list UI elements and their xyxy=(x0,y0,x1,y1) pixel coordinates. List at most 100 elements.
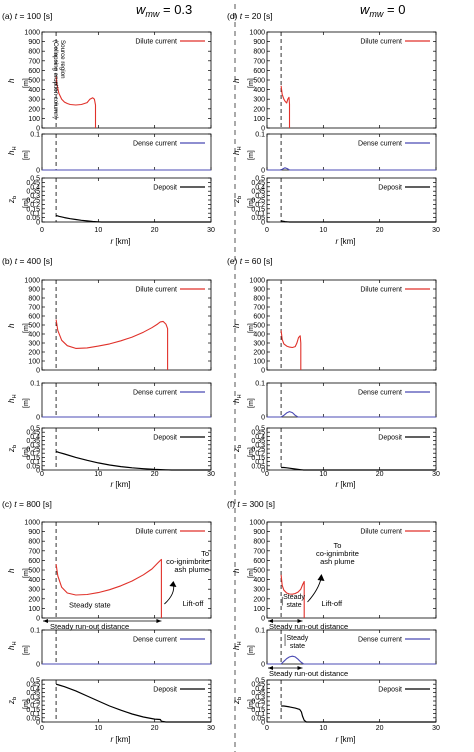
y-tick-label: 200 xyxy=(28,596,40,603)
y-tick-label: 700 xyxy=(253,548,265,555)
y-tick-label: 100 xyxy=(253,606,265,613)
runout-arrowhead-left xyxy=(268,619,273,623)
y-tick-label: 0.25 xyxy=(26,198,40,205)
y-tick-label: 0.3 xyxy=(30,193,40,200)
column-title-wmw-03: wmw = 0.3 xyxy=(136,2,192,19)
y-tick-label: 500 xyxy=(28,78,40,85)
y-tick-label: 600 xyxy=(253,68,265,75)
plot-frame xyxy=(266,31,437,129)
y-tick-label: 0.25 xyxy=(26,447,40,454)
y-tick-label: 0.5 xyxy=(255,426,265,433)
y-tick-label: 0.4 xyxy=(30,184,40,191)
y-tick-label: 0.45 xyxy=(26,430,40,437)
y-tick-label: 0.2 xyxy=(30,703,40,710)
y-tick-label: 0 xyxy=(36,662,40,669)
panel-e: (e) t = 60 [s]01002003004005006007008009… xyxy=(227,256,440,489)
plume-label: To co-ignimbrite ash plume xyxy=(316,541,359,566)
legend-label-hH: Dense current xyxy=(358,390,402,397)
liftoff-arrow xyxy=(164,583,175,605)
y-tick-label: 0 xyxy=(261,368,265,375)
plot-frame xyxy=(266,382,437,418)
liftoff-label: Lift-off xyxy=(183,599,205,608)
legend-label-zb: Deposit xyxy=(378,185,402,192)
x-axis-label: r [km] xyxy=(335,480,355,489)
runout-label-hH: Steady run-out distance xyxy=(269,669,348,678)
liftoff-label: Lift-off xyxy=(321,599,343,608)
y-axis-unit-h: [m] xyxy=(248,568,255,578)
y-tick-label: 1000 xyxy=(249,30,265,37)
y-tick-label: 0.25 xyxy=(251,198,265,205)
subplot-zb: 00.050.10.150.20.250.30.350.40.450.5 zb [m… xyxy=(7,678,212,727)
subplot-zb: 00.050.10.150.20.250.30.350.40.450.5 zb [m… xyxy=(232,426,437,475)
y-tick-label: 300 xyxy=(253,341,265,348)
y-tick-label: 400 xyxy=(28,87,40,94)
y-tick-label: 0 xyxy=(36,126,40,133)
plot-frame xyxy=(266,279,437,371)
y-tick-label: 500 xyxy=(253,568,265,575)
subplot-hH: 0 0.1 hH [m] Dense current xyxy=(7,132,212,175)
runout-arrowhead-right xyxy=(297,619,303,623)
subplot-h: 0 100 200 300 400 500 600 700 800 900 1000 h [m] Dilu… xyxy=(232,520,437,623)
y-tick-label: 0 xyxy=(261,616,265,623)
y-tick-label: 800 xyxy=(253,296,265,303)
series-line-zb xyxy=(280,220,436,223)
y-tick-label: 0.3 xyxy=(255,694,265,701)
y-tick-label: 0.1 xyxy=(30,211,40,218)
x-tick-label: 10 xyxy=(94,471,102,478)
y-tick-label: 300 xyxy=(253,97,265,104)
y-tick-label: 800 xyxy=(28,539,40,546)
x-tick-label: 20 xyxy=(376,227,384,234)
y-tick-label: 0.45 xyxy=(251,430,265,437)
y-axis-label-h: h xyxy=(232,323,241,328)
y-tick-label: 0.15 xyxy=(251,206,265,213)
y-axis-unit-zb: [m] xyxy=(248,198,255,208)
y-axis-unit-hH: [m] xyxy=(248,398,255,408)
panel-b: (b) t = 400 [s]0100200300400500600700800… xyxy=(2,256,215,489)
y-tick-label: 0.05 xyxy=(26,463,40,470)
y-axis-label-hH: hH xyxy=(7,641,18,650)
annotations-f: Steady state To co-ignimbrite ash plume Lift-… xyxy=(268,541,359,678)
y-tick-label: 200 xyxy=(253,596,265,603)
y-tick-label: 0 xyxy=(36,220,40,227)
y-axis-label-h: h xyxy=(7,78,16,83)
subplot-hH: 0 0.1 hH [m] Dense current xyxy=(7,628,212,669)
y-tick-label: 0.1 xyxy=(30,381,40,388)
y-tick-label: 0.05 xyxy=(251,215,265,222)
y-axis-label-hH: hH xyxy=(232,641,243,650)
column-header-right: wmw = 0 xyxy=(360,2,405,19)
x-tick-label: 20 xyxy=(151,471,159,478)
legend-label-hH: Dense current xyxy=(133,141,177,148)
x-tick-label: 10 xyxy=(319,227,327,234)
y-tick-label: 0.5 xyxy=(30,176,40,183)
y-axis-label-zb: zb xyxy=(232,697,243,705)
x-tick-label: 10 xyxy=(94,227,102,234)
plot-frame xyxy=(41,382,212,418)
y-tick-label: 1000 xyxy=(24,278,40,285)
x-tick-label: 0 xyxy=(40,471,44,478)
subplot-hH: 0 0.1 hH [m] Dense current xyxy=(7,381,212,422)
y-tick-label: 100 xyxy=(28,606,40,613)
y-tick-label: 200 xyxy=(253,350,265,357)
y-tick-label: 0.5 xyxy=(255,176,265,183)
panel-d: (d) t = 20 [s]01002003004005006007008009… xyxy=(227,11,440,246)
legend-label-hH: Dense current xyxy=(133,390,177,397)
y-tick-label: 0 xyxy=(36,168,40,175)
y-tick-label: 0 xyxy=(36,368,40,375)
x-tick-label: 20 xyxy=(376,725,384,732)
y-tick-label: 0.2 xyxy=(30,451,40,458)
y-axis-unit-zb: [m] xyxy=(23,699,30,709)
plot-frame xyxy=(41,31,212,129)
liftoff-arrow xyxy=(307,576,322,603)
y-tick-label: 0.5 xyxy=(255,678,265,685)
y-tick-label: 600 xyxy=(253,314,265,321)
y-tick-label: 500 xyxy=(28,568,40,575)
y-tick-label: 0.1 xyxy=(30,711,40,718)
annotations-c: Steady state To co-ignimbrite ash plume Lift… xyxy=(43,549,209,631)
x-tick-label: 30 xyxy=(432,725,440,732)
y-axis-unit-zb: [m] xyxy=(23,447,30,457)
y-tick-label: 0.1 xyxy=(255,381,265,388)
series-line-zb xyxy=(55,450,211,471)
y-tick-label: 900 xyxy=(28,529,40,536)
y-tick-label: 0.15 xyxy=(26,707,40,714)
